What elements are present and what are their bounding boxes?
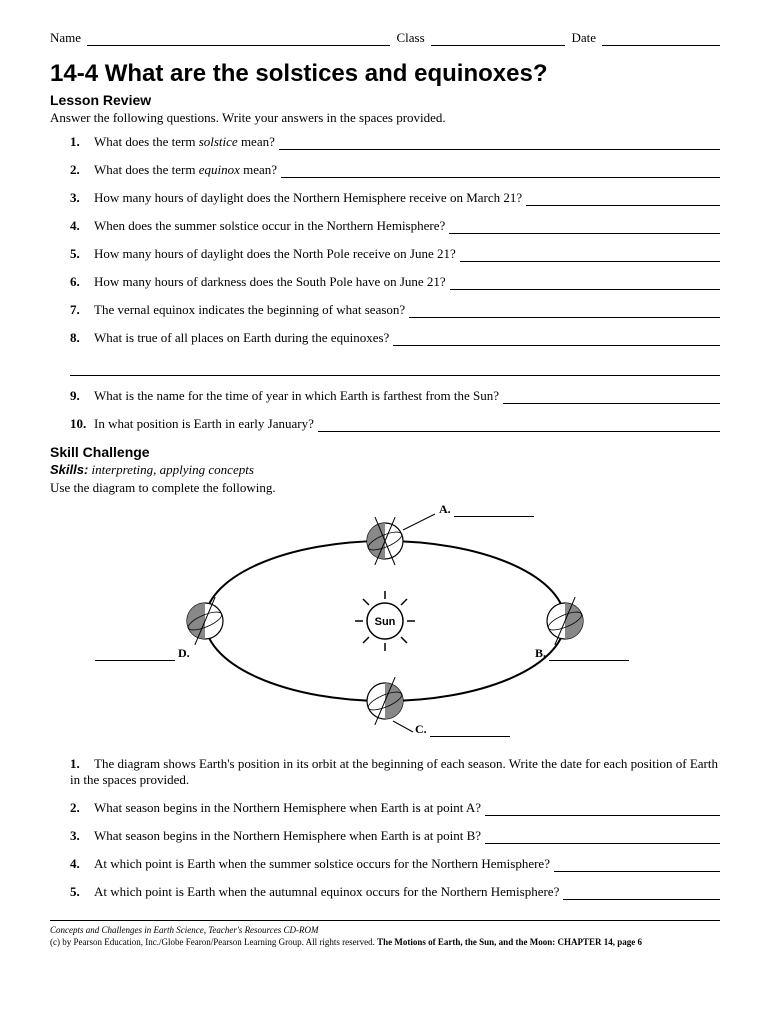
question-item: 4.At which point is Earth when the summe… (70, 856, 720, 872)
diagram-label-a: A. (439, 502, 534, 517)
question-number: 1. (70, 756, 90, 772)
question-number: 4. (70, 856, 90, 872)
footer-line-1: Concepts and Challenges in Earth Science… (50, 925, 720, 937)
skills-line: Skills: interpreting, applying concepts (50, 462, 720, 478)
answer-line[interactable] (450, 277, 720, 290)
question-item: 5.How many hours of daylight does the No… (70, 246, 720, 262)
class-label: Class (396, 30, 424, 46)
answer-line[interactable] (526, 193, 720, 206)
skill-questions-list: 1.The diagram shows Earth's position in … (70, 756, 720, 900)
skill-challenge-heading: Skill Challenge (50, 444, 720, 460)
skills-text: interpreting, applying concepts (88, 462, 254, 477)
question-text: At which point is Earth when the summer … (94, 856, 550, 872)
question-text: At which point is Earth when the autumna… (94, 884, 559, 900)
question-text: What season begins in the Northern Hemis… (94, 828, 481, 844)
question-item: 3.What season begins in the Northern Hem… (70, 828, 720, 844)
lesson-questions-list: 1.What does the term solstice mean?2.Wha… (70, 134, 720, 432)
footer: Concepts and Challenges in Earth Science… (50, 920, 720, 948)
question-number: 2. (70, 800, 90, 816)
answer-line-c[interactable] (430, 725, 510, 737)
date-label: Date (571, 30, 596, 46)
question-number: 3. (70, 190, 90, 206)
question-item: 8.What is true of all places on Earth du… (70, 330, 720, 376)
answer-line[interactable] (485, 831, 720, 844)
class-field-line[interactable] (431, 32, 566, 46)
diagram-label-c: C. (415, 722, 510, 737)
worksheet-title: 14-4 What are the solstices and equinoxe… (50, 60, 720, 88)
question-number: 8. (70, 330, 90, 346)
answer-line[interactable] (449, 221, 720, 234)
question-text: In what position is Earth in early Janua… (94, 416, 314, 432)
answer-line[interactable] (503, 391, 720, 404)
name-field-line[interactable] (87, 32, 390, 46)
answer-line[interactable] (70, 362, 720, 376)
answer-line[interactable] (554, 859, 720, 872)
question-item: 5.At which point is Earth when the autum… (70, 884, 720, 900)
svg-text:Sun: Sun (375, 616, 396, 628)
question-number: 2. (70, 162, 90, 178)
answer-line-a[interactable] (454, 505, 534, 517)
question-item: 6.How many hours of darkness does the So… (70, 274, 720, 290)
question-item: 3.How many hours of daylight does the No… (70, 190, 720, 206)
question-item: 1.What does the term solstice mean? (70, 134, 720, 150)
lesson-instruction: Answer the following questions. Write yo… (50, 110, 720, 126)
question-number: 9. (70, 388, 90, 404)
question-number: 6. (70, 274, 90, 290)
answer-line[interactable] (281, 165, 720, 178)
answer-line[interactable] (409, 305, 720, 318)
answer-line[interactable] (318, 419, 720, 432)
question-item: 1.The diagram shows Earth's position in … (70, 756, 720, 788)
question-text: How many hours of daylight does the Nort… (94, 190, 522, 206)
question-text: What is the name for the time of year in… (94, 388, 499, 404)
answer-line[interactable] (563, 887, 720, 900)
footer-line-2: (c) by Pearson Education, Inc./Globe Fea… (50, 937, 720, 949)
answer-line-b[interactable] (549, 649, 629, 661)
orbit-diagram: Sun (155, 506, 615, 736)
question-text: The vernal equinox indicates the beginni… (94, 302, 405, 318)
name-label: Name (50, 30, 81, 46)
question-text: What does the term equinox mean? (94, 162, 277, 178)
question-number: 3. (70, 828, 90, 844)
answer-line[interactable] (485, 803, 720, 816)
question-number: 5. (70, 884, 90, 900)
date-field-line[interactable] (602, 32, 720, 46)
question-text: What does the term solstice mean? (94, 134, 275, 150)
question-item: 2.What does the term equinox mean? (70, 162, 720, 178)
header-row: Name Class Date (50, 30, 720, 46)
question-text: What season begins in the Northern Hemis… (94, 800, 481, 816)
answer-line[interactable] (279, 137, 720, 150)
skills-label: Skills: (50, 462, 88, 477)
question-number: 5. (70, 246, 90, 262)
skill-instruction: Use the diagram to complete the followin… (50, 480, 720, 496)
answer-line[interactable] (460, 249, 720, 262)
question-text: How many hours of darkness does the Sout… (94, 274, 446, 290)
question-number: 4. (70, 218, 90, 234)
question-number: 1. (70, 134, 90, 150)
question-text: How many hours of daylight does the Nort… (94, 246, 456, 262)
question-item: 9.What is the name for the time of year … (70, 388, 720, 404)
answer-line-d[interactable] (95, 649, 175, 661)
diagram-label-d: D. (95, 646, 190, 661)
answer-line[interactable] (393, 333, 720, 346)
question-text: The diagram shows Earth's position in it… (70, 756, 718, 787)
question-text: What is true of all places on Earth duri… (94, 330, 389, 346)
diagram-label-b: B. (535, 646, 629, 661)
question-number: 10. (70, 416, 90, 432)
lesson-review-heading: Lesson Review (50, 92, 720, 108)
question-item: 2.What season begins in the Northern Hem… (70, 800, 720, 816)
question-item: 10.In what position is Earth in early Ja… (70, 416, 720, 432)
question-item: 7.The vernal equinox indicates the begin… (70, 302, 720, 318)
question-item: 4.When does the summer solstice occur in… (70, 218, 720, 234)
question-text: When does the summer solstice occur in t… (94, 218, 445, 234)
question-number: 7. (70, 302, 90, 318)
